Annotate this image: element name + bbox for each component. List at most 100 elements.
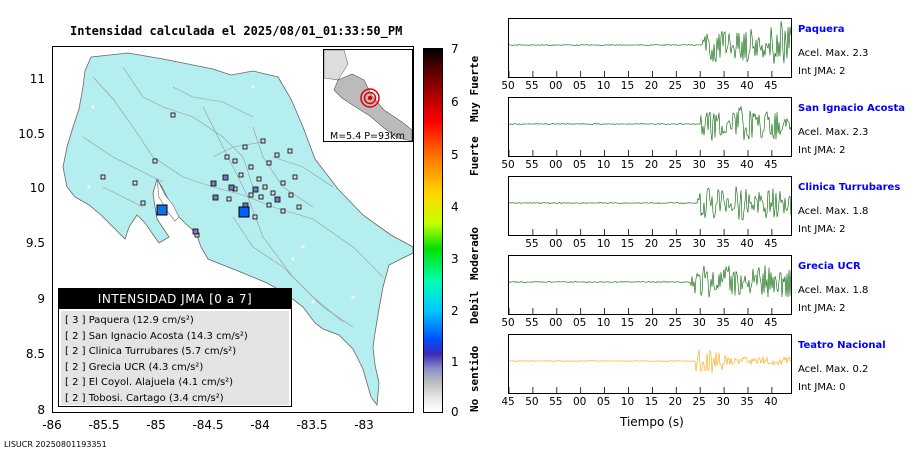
time-tick: 50	[501, 317, 515, 329]
colorbar-tick: 7	[451, 42, 459, 56]
time-tick: 25	[668, 317, 682, 329]
colorbar-tick: 5	[451, 148, 459, 162]
road-network	[82, 66, 384, 328]
time-tick: 35	[716, 80, 730, 92]
intensity-legend: INTENSIDAD JMA [0 a 7] [ 3 ] Paquera (12…	[58, 288, 292, 407]
station-name: San Ignacio Acosta	[798, 103, 906, 114]
time-tick: 05	[596, 396, 611, 408]
time-tick: 40	[764, 396, 778, 408]
time-tick: 00	[549, 317, 563, 329]
station-name: Clinica Turrubares	[798, 182, 901, 193]
time-tick: 15	[644, 396, 659, 408]
time-tick: 25	[668, 80, 682, 92]
time-tick: 00	[549, 238, 563, 250]
epicenter-ring-icon	[360, 88, 380, 108]
station-name: Grecia UCR	[798, 261, 861, 272]
station-intensity: Int JMA: 0	[798, 382, 846, 393]
x-tick: -84	[250, 418, 270, 432]
station-accel: Acel. Max. 2.3	[798, 127, 869, 138]
colorbar-tick: 4	[451, 200, 459, 214]
map-title: Intensidad calculada el 2025/08/01_01:33…	[70, 24, 403, 38]
station-accel: Acel. Max. 1.8	[798, 285, 869, 296]
station-accel: Acel. Max. 0.2	[798, 364, 869, 375]
y-tick: 11	[29, 72, 45, 86]
time-tick: 00	[549, 80, 563, 92]
time-tick: 45	[501, 396, 515, 408]
station-intensity: Int JMA: 2	[798, 224, 846, 235]
waveform-line	[509, 265, 791, 298]
city-dots	[87, 85, 355, 339]
time-tick: 15	[620, 238, 635, 250]
paquera-marker	[156, 204, 168, 216]
time-tick: 10	[596, 80, 611, 92]
seismogram-trace	[509, 265, 791, 314]
time-tick: 25	[692, 396, 706, 408]
intensity-map: M=5.4 P=93km INTENSIDAD JMA [0 a 7] [ 3 …	[52, 46, 414, 413]
epicenter-marker	[238, 206, 250, 218]
time-tick: 50	[501, 80, 515, 92]
seismogram-trace	[509, 21, 791, 77]
time-tick: 40	[740, 80, 754, 92]
time-tick: 50	[501, 159, 515, 171]
legend-row: [ 2 ] San Ignacio Acosta (14.3 cm/s²)	[65, 330, 248, 342]
station-intensity: Int JMA: 2	[798, 145, 846, 156]
inset-land	[333, 73, 412, 141]
waveform-line	[509, 21, 791, 64]
time-tick: 20	[644, 159, 659, 171]
seismogram-panel	[508, 255, 792, 315]
x-tick: -83.5	[296, 418, 328, 432]
time-tick: 45	[764, 80, 778, 92]
time-tick: 05	[573, 317, 587, 329]
time-tick: 55	[549, 396, 563, 408]
time-tick: 10	[620, 396, 635, 408]
time-tick: 20	[644, 80, 659, 92]
station-accel: Acel. Max. 1.8	[798, 206, 869, 217]
colorbar-tick: 3	[451, 252, 459, 266]
colorbar-tick: 2	[451, 304, 459, 318]
station-markers	[100, 112, 302, 238]
time-tick: 20	[644, 317, 659, 329]
legend-row: [ 3 ] Paquera (12.9 cm/s²)	[65, 315, 194, 326]
seismogram-panel	[508, 97, 792, 157]
time-tick: 05	[573, 80, 587, 92]
legend-body: [ 3 ] Paquera (12.9 cm/s²) [ 2 ] San Ign…	[61, 311, 289, 405]
colorbar-word-no-sentido: No sentido	[468, 345, 481, 412]
x-tick: -84.5	[192, 418, 224, 432]
footer-id: LISUCR 20250801193351	[4, 440, 107, 449]
gulf-of-nicoya	[156, 178, 180, 222]
inset-map	[324, 50, 412, 141]
time-tick: 45	[764, 238, 778, 250]
y-tick: 10	[29, 181, 45, 195]
waveform-line	[509, 349, 791, 374]
time-tick: 10	[596, 159, 611, 171]
time-tick: 40	[740, 238, 754, 250]
legend-row: [ 2 ] Grecia UCR (4.3 cm/s²)	[65, 361, 204, 373]
station-name: Paquera	[798, 24, 845, 35]
y-tick: 9.5	[25, 236, 45, 250]
station-name: Teatro Nacional	[798, 340, 886, 351]
time-tick: 20	[644, 238, 659, 250]
time-tick: 30	[692, 317, 706, 329]
colorbar-tick: 6	[451, 95, 459, 109]
time-tick: 05	[573, 238, 587, 250]
inset-caption: M=5.4 P=93km	[330, 131, 405, 142]
colorbar-tick: 1	[451, 355, 459, 369]
intensity-colorbar	[423, 48, 443, 413]
time-tick: 35	[716, 238, 730, 250]
station-intensity: Int JMA: 2	[798, 66, 846, 77]
map-canvas	[62, 52, 413, 407]
time-tick: 55	[525, 80, 539, 92]
seismogram-trace	[509, 106, 791, 156]
seismogram-trace	[509, 186, 791, 235]
y-tick: 8	[37, 403, 45, 417]
time-tick: 55	[525, 317, 539, 329]
time-tick: 30	[692, 80, 706, 92]
legend-row: [ 2 ] Tobosi. Cartago (3.4 cm/s²)	[65, 392, 224, 404]
time-tick: 30	[692, 238, 706, 250]
x-tick: -85	[146, 418, 166, 432]
time-tick: 05	[573, 159, 587, 171]
x-tick: -85.5	[88, 418, 120, 432]
waveform-line	[509, 106, 791, 141]
time-tick: 15	[620, 159, 635, 171]
waveform-line	[509, 186, 791, 221]
